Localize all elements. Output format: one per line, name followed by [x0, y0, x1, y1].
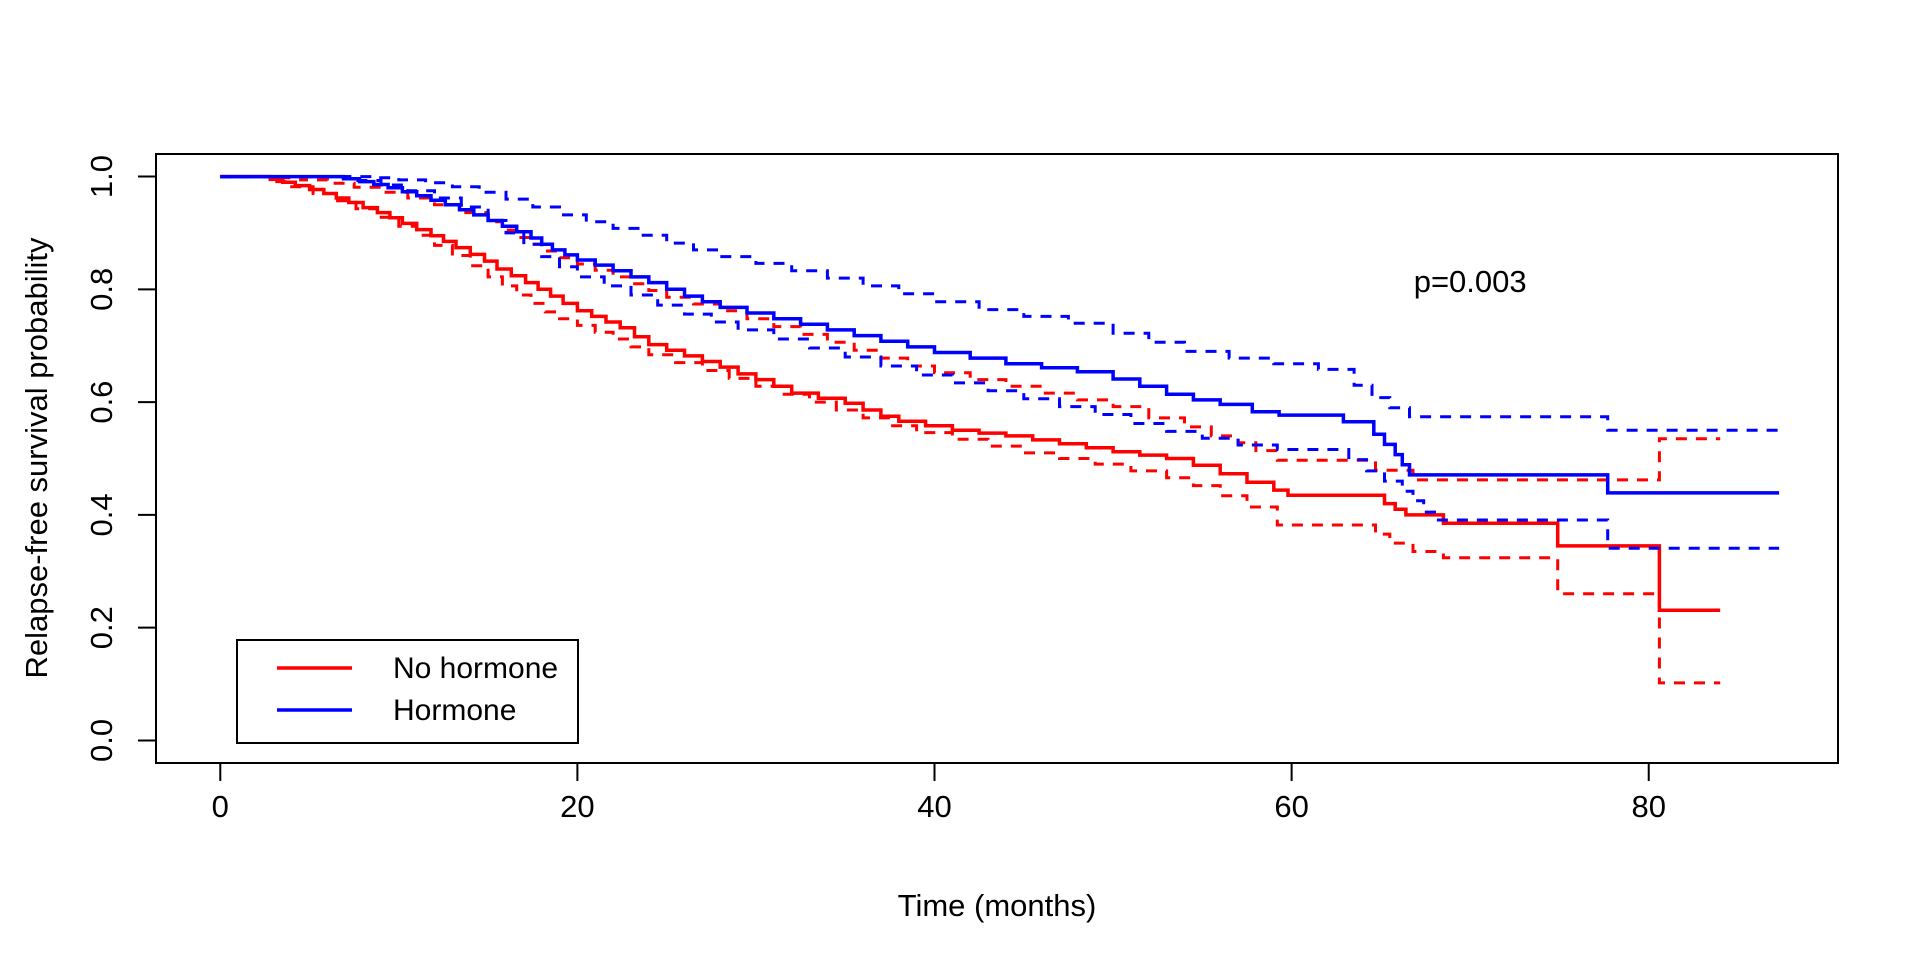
y-axis-tick-label: 1.0 [84, 155, 119, 198]
legend-entry-label: No hormone [393, 652, 558, 685]
y-axis-tick-label: 0.8 [84, 268, 119, 311]
x-axis-tick-label: 60 [1274, 789, 1308, 824]
no-hormone-curve [220, 174, 1721, 612]
no-hormone-upper-ci [220, 175, 1721, 482]
curves-layer [220, 174, 1780, 685]
plot-border-box [155, 153, 1839, 764]
hormone-curve [220, 174, 1780, 495]
no-hormone-lower-ci [220, 175, 1721, 685]
legend-entry-label: Hormone [393, 694, 516, 727]
hormone-lower-ci [220, 175, 1780, 550]
x-axis-title: Time (months) [898, 888, 1097, 923]
legend: No hormone Hormone [236, 639, 579, 744]
p-value-annotation: p=0.003 [1414, 264, 1527, 299]
x-axis-tick-label: 40 [917, 789, 951, 824]
x-axis-tick-label: 0 [212, 789, 229, 824]
y-axis-tick-label: 0.6 [84, 381, 119, 424]
y-axis-tick-label: 0.4 [84, 493, 119, 536]
axis-layer: 0 20 40 60 80 0.0 0.2 0.4 0.6 0.8 1.0 [84, 155, 1666, 824]
x-axis-tick-label: 20 [560, 789, 594, 824]
x-axis-tick-label: 80 [1631, 789, 1665, 824]
legend-box [236, 639, 579, 744]
y-axis-tick-label: 0.2 [84, 606, 119, 649]
y-axis-title: Relapse-free survival probability [19, 237, 54, 679]
y-axis-tick-label: 0.0 [84, 719, 119, 762]
legend-entries: No hormone Hormone [277, 652, 558, 727]
hormone-upper-ci [220, 175, 1780, 432]
